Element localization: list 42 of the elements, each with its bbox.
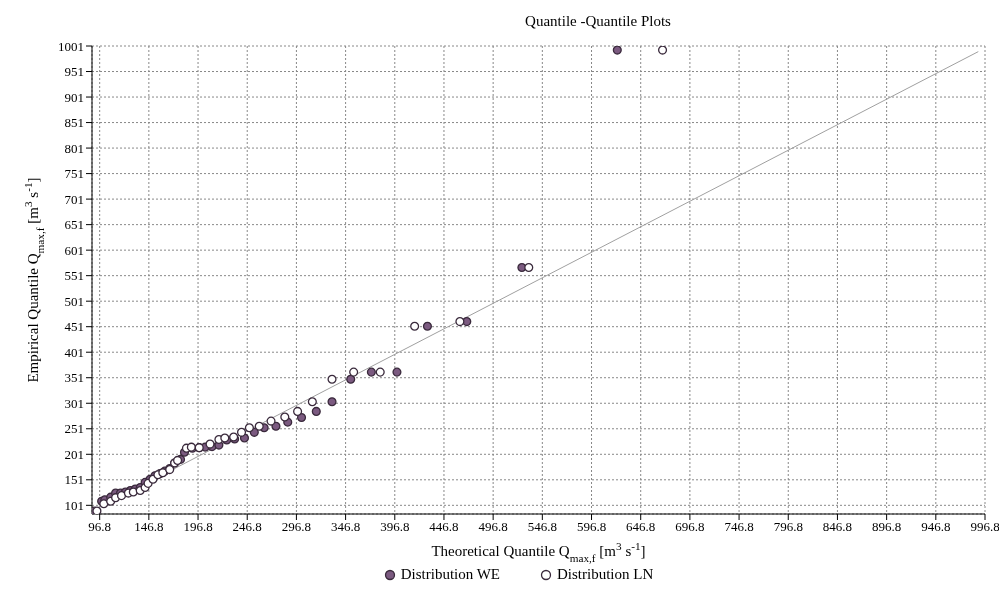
y-tick-label: 451 <box>64 319 84 335</box>
y-tick-label: 801 <box>64 140 84 156</box>
legend-label: Distribution WE <box>400 566 501 583</box>
x-tick-label: 546.8 <box>527 519 557 535</box>
x-tick-label: 396.8 <box>380 519 410 535</box>
y-tick-label: 601 <box>64 242 84 258</box>
x-tick-label: 446.8 <box>429 519 459 535</box>
x-tick-label: 746.8 <box>724 519 754 535</box>
x-tick-label: 696.8 <box>675 519 705 535</box>
x-tick-label: 596.8 <box>576 519 607 535</box>
y-tick-label: 751 <box>64 166 84 182</box>
y-tick-label: 401 <box>64 344 84 360</box>
x-tick-label: 646.8 <box>626 519 656 535</box>
y-tick-label: 501 <box>64 293 84 309</box>
x-tick-label: 846.8 <box>822 519 853 535</box>
y-tick-label: 901 <box>64 89 84 105</box>
y-tick-label: 651 <box>64 217 84 233</box>
x-tick-label: 896.8 <box>872 519 902 535</box>
x-tick-label: 946.8 <box>921 519 951 535</box>
y-tick-label: 151 <box>64 472 84 488</box>
chart-title: Quantile -Quantile Plots <box>525 13 672 29</box>
y-tick-label: 951 <box>64 64 84 80</box>
x-tick-label: 496.8 <box>478 519 508 535</box>
y-tick-label: 101 <box>64 497 84 513</box>
y-tick-label: 1001 <box>58 38 84 54</box>
x-axis-title: Theoretical Quantile Q$_{max,f}$ [m$^{3}$ s$^{-1}$] <box>431 540 646 564</box>
x-tick-label: 196.8 <box>183 519 213 535</box>
y-tick-label: 551 <box>64 268 84 284</box>
x-tick-label: 346.8 <box>330 519 361 535</box>
y-tick-label: 251 <box>64 421 84 437</box>
y-tick-label: 201 <box>64 446 84 462</box>
y-tick-label: 851 <box>64 115 84 131</box>
x-tick-label: 246.8 <box>232 519 262 535</box>
legend-label: Distribution LN <box>557 566 654 583</box>
y-tick-label: 301 <box>64 395 84 411</box>
y-tick-label: 701 <box>64 191 84 207</box>
x-tick-label: 146.8 <box>134 519 164 535</box>
y-tick-label: 351 <box>64 370 84 386</box>
x-tick-label: 996.8 <box>970 519 1000 535</box>
x-tick-label: 96.8 <box>88 519 112 535</box>
x-tick-label: 796.8 <box>773 519 803 535</box>
x-tick-label: 296.8 <box>281 519 312 535</box>
